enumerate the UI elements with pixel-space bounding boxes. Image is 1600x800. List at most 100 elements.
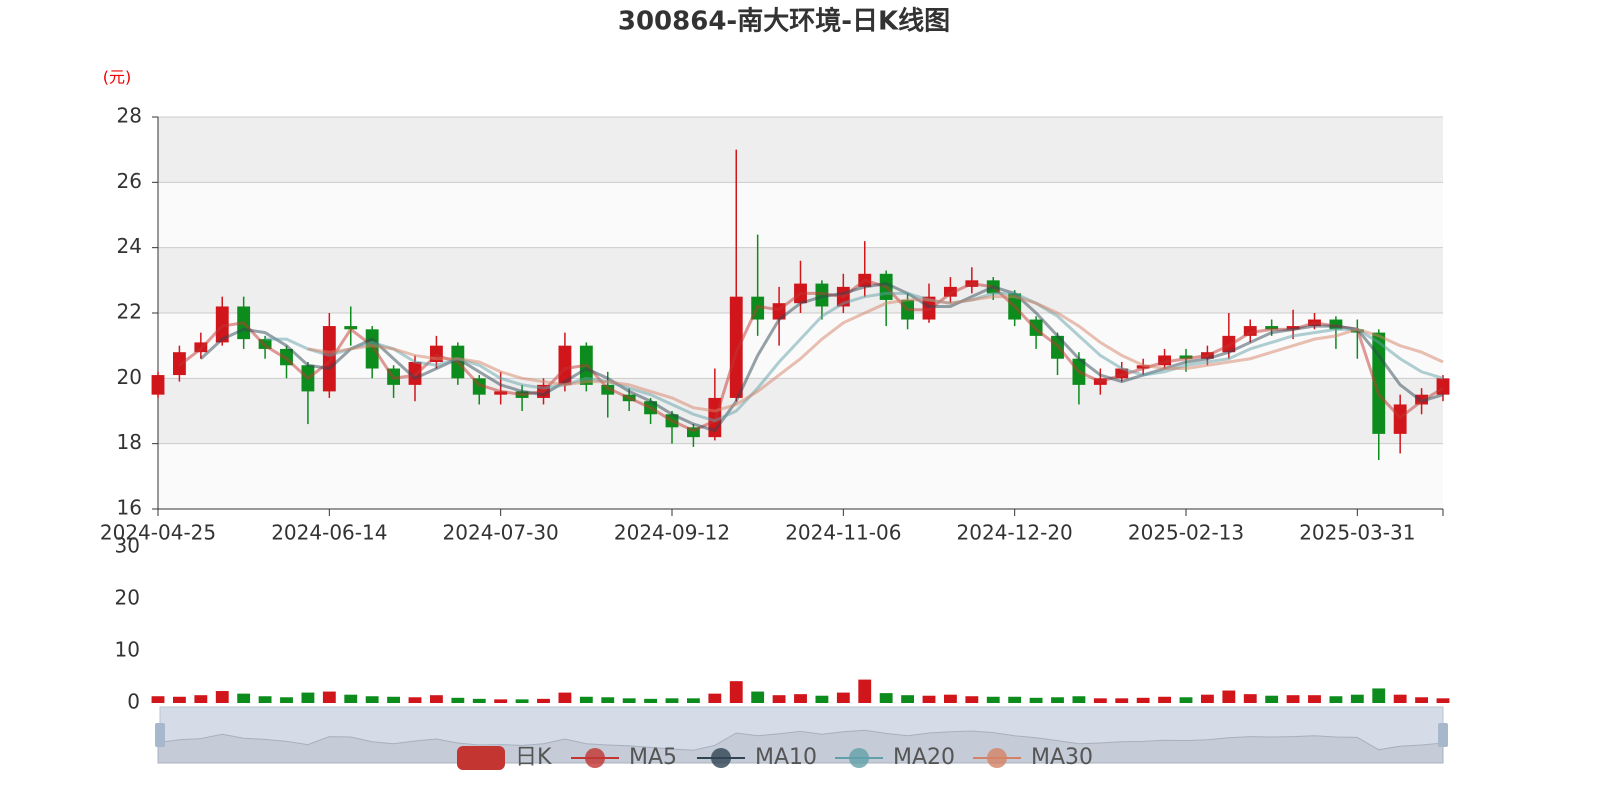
volume-bar	[1393, 694, 1407, 703]
y-axis-label: (元)	[103, 68, 132, 87]
y-tick-label: 20	[117, 365, 142, 389]
legend-icon	[585, 748, 605, 768]
volume-bar	[558, 692, 572, 703]
legend-label: MA20	[893, 745, 955, 770]
volume-bar	[537, 698, 550, 703]
volume-bar	[472, 698, 486, 703]
volume-bar	[708, 693, 722, 703]
volume-bar	[515, 699, 529, 703]
volume-bar	[280, 697, 293, 703]
volume-tick-label: 10	[115, 638, 140, 662]
volume-bar	[1308, 695, 1321, 703]
volume-bar	[644, 698, 658, 703]
volume-bar	[429, 695, 443, 703]
candle-body	[1158, 355, 1172, 366]
volume-bar	[794, 694, 807, 703]
volume-bar	[1008, 696, 1022, 703]
volume-bar	[322, 691, 336, 703]
legend-label: MA30	[1031, 745, 1093, 770]
candle-body	[322, 326, 336, 392]
y-tick-label: 28	[117, 104, 142, 128]
y-tick-label: 18	[117, 430, 142, 454]
volume-bar	[772, 695, 786, 703]
candle-body	[1265, 326, 1279, 330]
volume-bar	[1051, 697, 1064, 703]
volume-bar	[622, 698, 636, 703]
volume-bar	[815, 695, 829, 703]
x-tick-label: 2024-12-20	[957, 521, 1073, 545]
candle-body	[1136, 365, 1150, 369]
x-tick-label: 2024-06-14	[271, 521, 387, 545]
candle-body	[365, 329, 379, 369]
volume-bar	[601, 697, 615, 703]
volume-bar	[836, 692, 850, 703]
volume-bar	[858, 679, 872, 703]
volume-bar	[1350, 694, 1364, 703]
legend-label: MA5	[629, 745, 677, 770]
x-tick-label: 2024-07-30	[443, 521, 559, 545]
volume-bar	[943, 694, 957, 703]
candle-body	[215, 306, 229, 343]
volume-bar	[1329, 696, 1343, 703]
volume-bar	[986, 696, 1000, 703]
legend-icon	[457, 746, 505, 770]
candle-body	[729, 296, 743, 398]
volume-bar	[751, 691, 765, 703]
x-tick-label: 2024-11-06	[785, 521, 901, 545]
volume-bar	[922, 695, 936, 703]
candle-body	[1243, 326, 1257, 336]
x-tick-label: 2025-02-13	[1128, 521, 1244, 545]
volume-bar	[451, 697, 465, 703]
volume-bar	[1158, 696, 1172, 703]
volume-bar	[1372, 688, 1386, 703]
candle-body	[1115, 368, 1129, 379]
volume-bar	[1179, 697, 1193, 703]
volume-bar	[344, 694, 358, 703]
candle-body	[815, 283, 829, 307]
volume-bar	[1136, 697, 1150, 703]
volume-bar	[215, 691, 229, 703]
zoom-handle[interactable]	[155, 723, 165, 747]
volume-bar	[1436, 698, 1450, 703]
y-tick-label: 22	[117, 300, 142, 324]
volume-bar	[151, 696, 165, 703]
volume-tick-label: 0	[127, 690, 140, 714]
x-tick-label: 2024-09-12	[614, 521, 730, 545]
volume-bar	[194, 695, 208, 703]
zoom-handle[interactable]	[1438, 723, 1448, 747]
volume-bar	[301, 692, 315, 703]
volume-bar	[1286, 695, 1300, 703]
volume-tick-label: 30	[115, 534, 140, 558]
volume-bar	[965, 696, 979, 703]
legend-icon	[849, 748, 869, 768]
grid-band	[158, 443, 1443, 509]
volume-bar	[901, 695, 915, 703]
candle-body	[1286, 326, 1300, 330]
volume-bar	[729, 681, 743, 703]
grid-band	[158, 182, 1443, 248]
volume-bar	[1265, 695, 1279, 703]
grid-band	[158, 378, 1443, 444]
volume-bar	[686, 698, 700, 703]
ma-line	[307, 295, 1444, 413]
grid-band	[158, 117, 1443, 183]
volume-bar	[1072, 696, 1086, 703]
legend-label: MA10	[755, 745, 817, 770]
volume-bar	[579, 696, 593, 703]
x-tick-label: 2025-03-31	[1299, 521, 1415, 545]
volume-bar	[387, 696, 401, 703]
volume-bar	[172, 696, 186, 703]
candle-body	[494, 391, 508, 395]
y-tick-label: 16	[117, 496, 142, 520]
volume-bar	[1093, 698, 1107, 703]
volume-bar	[1115, 698, 1129, 703]
y-tick-label: 24	[117, 234, 142, 258]
volume-tick-label: 20	[115, 586, 140, 610]
x-tick-label: 2024-04-25	[100, 521, 216, 545]
volume-bar	[494, 699, 508, 703]
volume-bar	[1415, 697, 1429, 703]
ma-line	[199, 282, 1444, 433]
volume-bar	[408, 697, 422, 703]
volume-bar	[258, 696, 272, 703]
